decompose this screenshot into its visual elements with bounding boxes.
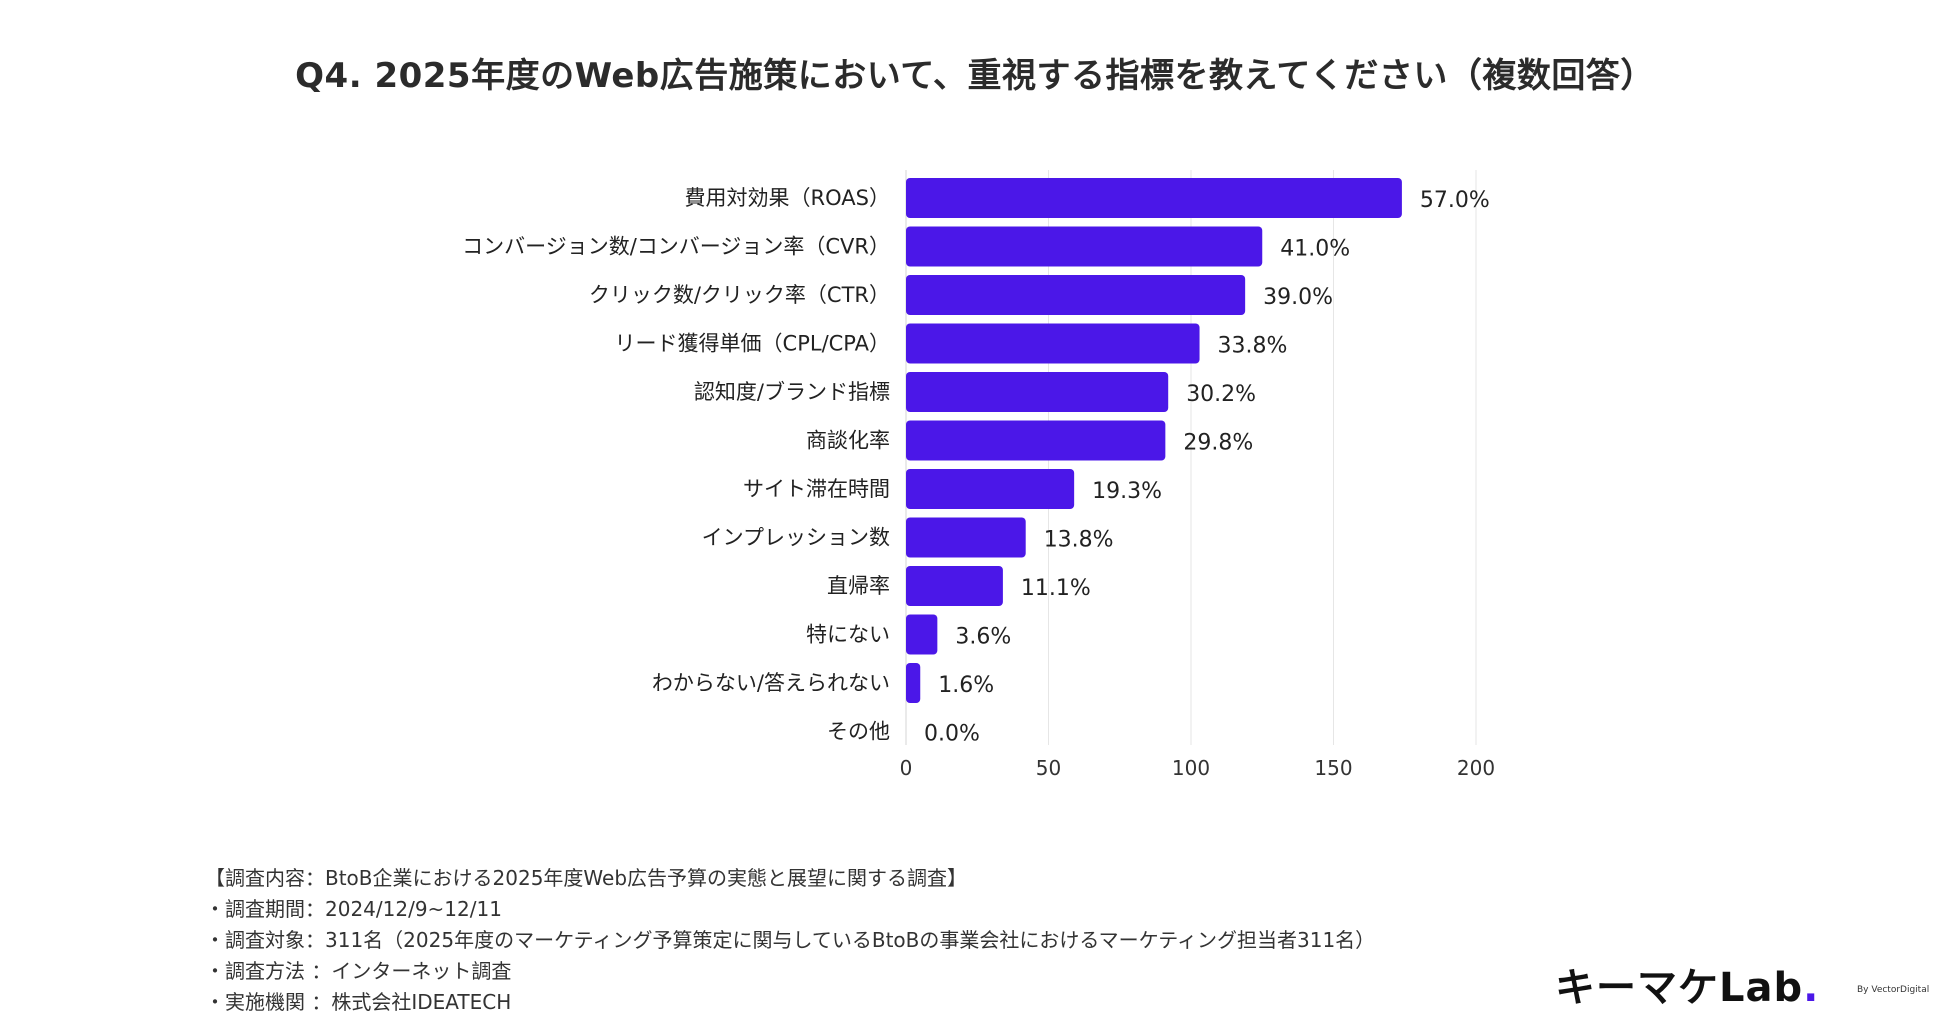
bar (906, 178, 1402, 218)
category-label: サイト滞在時間 (743, 477, 890, 501)
category-label: クリック数/クリック率（CTR） (589, 283, 890, 307)
chart-title: Q4. 2025年度のWeb広告施策において、重視する指標を教えてください（複数… (295, 56, 1655, 96)
category-label: リード獲得単価（CPL/CPA） (615, 332, 890, 356)
x-tick-label: 50 (1036, 756, 1061, 780)
data-label: 30.2% (1186, 382, 1256, 407)
data-label: 13.8% (1044, 528, 1114, 553)
category-label: 費用対効果（ROAS） (685, 186, 890, 210)
bar (906, 469, 1075, 509)
bar (906, 275, 1246, 315)
x-tick-label: 200 (1457, 756, 1495, 780)
data-label: 3.6% (955, 625, 1011, 650)
category-label: 商談化率 (806, 429, 890, 453)
data-label: 57.0% (1420, 188, 1490, 213)
category-label: 直帰率 (827, 574, 890, 598)
bar (906, 566, 1003, 606)
bar (906, 323, 1200, 364)
bar (906, 517, 1026, 558)
logo-byline: By VectorDigital (1857, 985, 1930, 995)
bar (906, 372, 1169, 412)
survey-note-content: 【調査内容：BtoB企業における2025年度Web広告予算の実態と展望に関する調… (205, 866, 968, 890)
logo-dot: . (1803, 965, 1820, 1011)
x-tick-label: 0 (900, 756, 913, 780)
data-label: 39.0% (1263, 285, 1333, 310)
data-label: 19.3% (1092, 479, 1162, 504)
x-tick-label: 150 (1314, 756, 1352, 780)
category-label: インプレッション数 (702, 526, 890, 550)
x-tick-label: 100 (1172, 756, 1210, 780)
category-label: その他 (827, 720, 890, 744)
logo-main-text: キーマケLab (1555, 965, 1804, 1011)
bar (906, 614, 938, 655)
brand-logo: キーマケLab. By VectorDigital (1555, 955, 1929, 1011)
survey-note-method: ・調査方法 ：インターネット調査 (205, 959, 512, 983)
survey-note-period: ・調査期間：2024/12/9~12/11 (205, 897, 502, 921)
survey-note-org: ・実施機関 ：株式会社IDEATECH (205, 990, 512, 1014)
data-label: 41.0% (1280, 237, 1350, 262)
data-label: 1.6% (938, 673, 994, 698)
category-label: コンバージョン数/コンバージョン率（CVR） (462, 235, 890, 259)
category-label: 認知度/ブランド指標 (694, 380, 890, 404)
data-label: 11.1% (1021, 576, 1091, 601)
bar (906, 420, 1166, 461)
bar-chart: 0 50 100 150 200 費用対効果（ROAS） 57.0% コンバージョン数/コンバ… (462, 170, 1495, 780)
category-label: わからない/答えられない (652, 671, 890, 695)
bar (906, 663, 921, 703)
data-label: 33.8% (1218, 334, 1288, 359)
data-label: 29.8% (1183, 431, 1253, 456)
data-label: 0.0% (924, 722, 980, 747)
category-label: 特にない (806, 623, 890, 647)
survey-note-target: ・調査対象：311名（2025年度のマーケティング予算策定に関与しているBtoB… (205, 928, 1376, 952)
bar (906, 226, 1263, 267)
